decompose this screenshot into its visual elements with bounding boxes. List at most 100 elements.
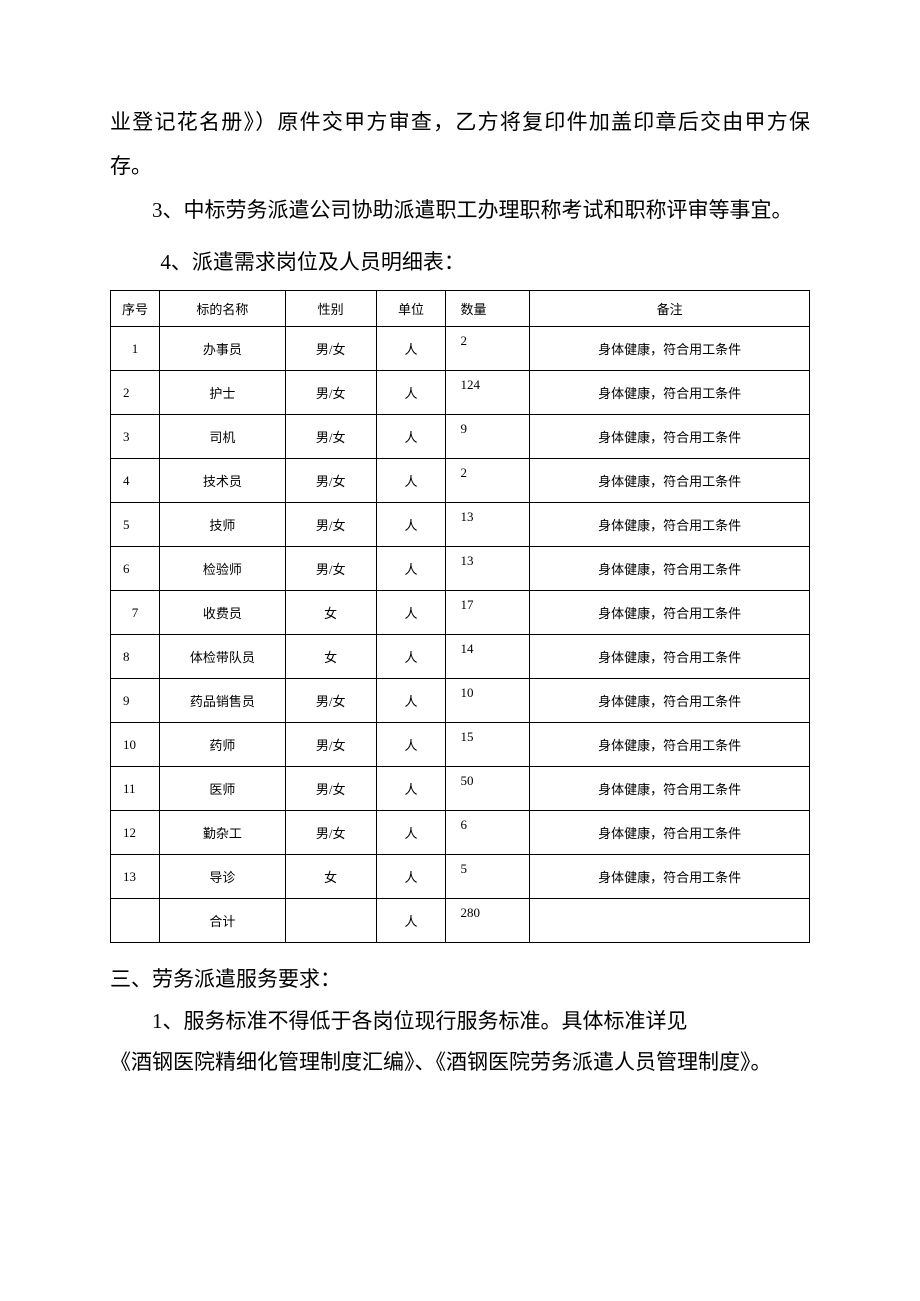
cell-unit: 人 (376, 503, 446, 547)
table-row: 5技师男/女人13身体健康，符合用工条件 (111, 503, 810, 547)
cell-gender: 男/女 (285, 503, 376, 547)
cell-name: 检验师 (159, 547, 285, 591)
cell-remark: 身体健康，符合用工条件 (530, 723, 810, 767)
section-heading: 三、劳务派遣服务要求： (110, 957, 810, 1001)
cell-qty: 15 (446, 723, 530, 767)
cell-name: 勤杂工 (159, 811, 285, 855)
cell-gender: 男/女 (285, 811, 376, 855)
cell-seq: 1 (111, 327, 160, 371)
cell-remark: 身体健康，符合用工条件 (530, 371, 810, 415)
cell-qty: 5 (446, 855, 530, 899)
paragraph-service-ref: 《酒钢医院精细化管理制度汇编》、《酒钢医院劳务派遣人员管理制度》。 (110, 1042, 810, 1083)
cell-gender: 男/女 (285, 679, 376, 723)
cell-gender: 男/女 (285, 723, 376, 767)
cell-remark: 身体健康，符合用工条件 (530, 591, 810, 635)
cell-qty: 13 (446, 503, 530, 547)
cell-unit: 人 (376, 679, 446, 723)
cell-gender: 男/女 (285, 459, 376, 503)
cell-unit: 人 (376, 371, 446, 415)
table-row: 11医师男/女人50身体健康，符合用工条件 (111, 767, 810, 811)
cell-gender: 男/女 (285, 547, 376, 591)
cell-name: 合计 (159, 899, 285, 943)
cell-qty: 6 (446, 811, 530, 855)
cell-qty: 50 (446, 767, 530, 811)
table-row: 10药师男/女人15身体健康，符合用工条件 (111, 723, 810, 767)
cell-unit: 人 (376, 327, 446, 371)
cell-name: 体检带队员 (159, 635, 285, 679)
cell-unit: 人 (376, 415, 446, 459)
table-row: 4技术员男/女人2身体健康，符合用工条件 (111, 459, 810, 503)
cell-qty: 14 (446, 635, 530, 679)
header-seq: 序号 (111, 291, 160, 327)
cell-remark: 身体健康，符合用工条件 (530, 415, 810, 459)
header-qty: 数量 (446, 291, 530, 327)
table-row: 2护士男/女人124身体健康，符合用工条件 (111, 371, 810, 415)
cell-name: 药品销售员 (159, 679, 285, 723)
header-remark: 备注 (530, 291, 810, 327)
cell-seq: 11 (111, 767, 160, 811)
table-row: 3司机男/女人9身体健康，符合用工条件 (111, 415, 810, 459)
table-row: 7收费员女人17身体健康，符合用工条件 (111, 591, 810, 635)
cell-unit: 人 (376, 899, 446, 943)
cell-unit: 人 (376, 591, 446, 635)
cell-remark: 身体健康，符合用工条件 (530, 811, 810, 855)
table-row: 9药品销售员男/女人10身体健康，符合用工条件 (111, 679, 810, 723)
cell-unit: 人 (376, 459, 446, 503)
cell-remark (530, 899, 810, 943)
cell-name: 医师 (159, 767, 285, 811)
cell-gender: 女 (285, 855, 376, 899)
cell-name: 技师 (159, 503, 285, 547)
cell-gender: 女 (285, 635, 376, 679)
cell-name: 办事员 (159, 327, 285, 371)
table-row: 1办事员男/女人2身体健康，符合用工条件 (111, 327, 810, 371)
cell-seq: 5 (111, 503, 160, 547)
cell-seq (111, 899, 160, 943)
cell-unit: 人 (376, 723, 446, 767)
cell-remark: 身体健康，符合用工条件 (530, 547, 810, 591)
paragraph-continuation: 业登记花名册》）原件交甲方审查，乙方将复印件加盖印章后交由甲方保存。 (110, 100, 810, 188)
cell-remark: 身体健康，符合用工条件 (530, 327, 810, 371)
cell-seq: 8 (111, 635, 160, 679)
cell-unit: 人 (376, 811, 446, 855)
header-unit: 单位 (376, 291, 446, 327)
table-row: 6检验师男/女人13身体健康，符合用工条件 (111, 547, 810, 591)
cell-qty: 9 (446, 415, 530, 459)
cell-remark: 身体健康，符合用工条件 (530, 679, 810, 723)
positions-table: 序号 标的名称 性别 单位 数量 备注 1办事员男/女人2身体健康，符合用工条件… (110, 290, 810, 943)
table-title: 4、派遣需求岗位及人员明细表： (110, 240, 810, 284)
cell-seq: 9 (111, 679, 160, 723)
table-total-row: 合计人280 (111, 899, 810, 943)
cell-unit: 人 (376, 547, 446, 591)
cell-seq: 4 (111, 459, 160, 503)
cell-name: 技术员 (159, 459, 285, 503)
cell-qty: 2 (446, 459, 530, 503)
cell-seq: 7 (111, 591, 160, 635)
cell-name: 收费员 (159, 591, 285, 635)
cell-remark: 身体健康，符合用工条件 (530, 767, 810, 811)
cell-name: 护士 (159, 371, 285, 415)
cell-remark: 身体健康，符合用工条件 (530, 503, 810, 547)
cell-unit: 人 (376, 635, 446, 679)
paragraph-service-1: 1、服务标准不得低于各岗位现行服务标准。具体标准详见 (110, 1001, 810, 1042)
cell-gender: 男/女 (285, 415, 376, 459)
cell-seq: 12 (111, 811, 160, 855)
cell-gender: 女 (285, 591, 376, 635)
table-row: 13导诊女人5身体健康，符合用工条件 (111, 855, 810, 899)
table-row: 12勤杂工男/女人6身体健康，符合用工条件 (111, 811, 810, 855)
cell-gender: 男/女 (285, 327, 376, 371)
cell-name: 药师 (159, 723, 285, 767)
cell-unit: 人 (376, 767, 446, 811)
cell-seq: 10 (111, 723, 160, 767)
cell-unit: 人 (376, 855, 446, 899)
table-header-row: 序号 标的名称 性别 单位 数量 备注 (111, 291, 810, 327)
cell-seq: 13 (111, 855, 160, 899)
cell-name: 司机 (159, 415, 285, 459)
paragraph-item-3: 3、中标劳务派遣公司协助派遣职工办理职称考试和职称评审等事宜。 (110, 188, 810, 232)
header-name: 标的名称 (159, 291, 285, 327)
cell-qty: 124 (446, 371, 530, 415)
cell-gender: 男/女 (285, 371, 376, 415)
cell-qty: 13 (446, 547, 530, 591)
cell-remark: 身体健康，符合用工条件 (530, 855, 810, 899)
header-gender: 性别 (285, 291, 376, 327)
cell-seq: 6 (111, 547, 160, 591)
